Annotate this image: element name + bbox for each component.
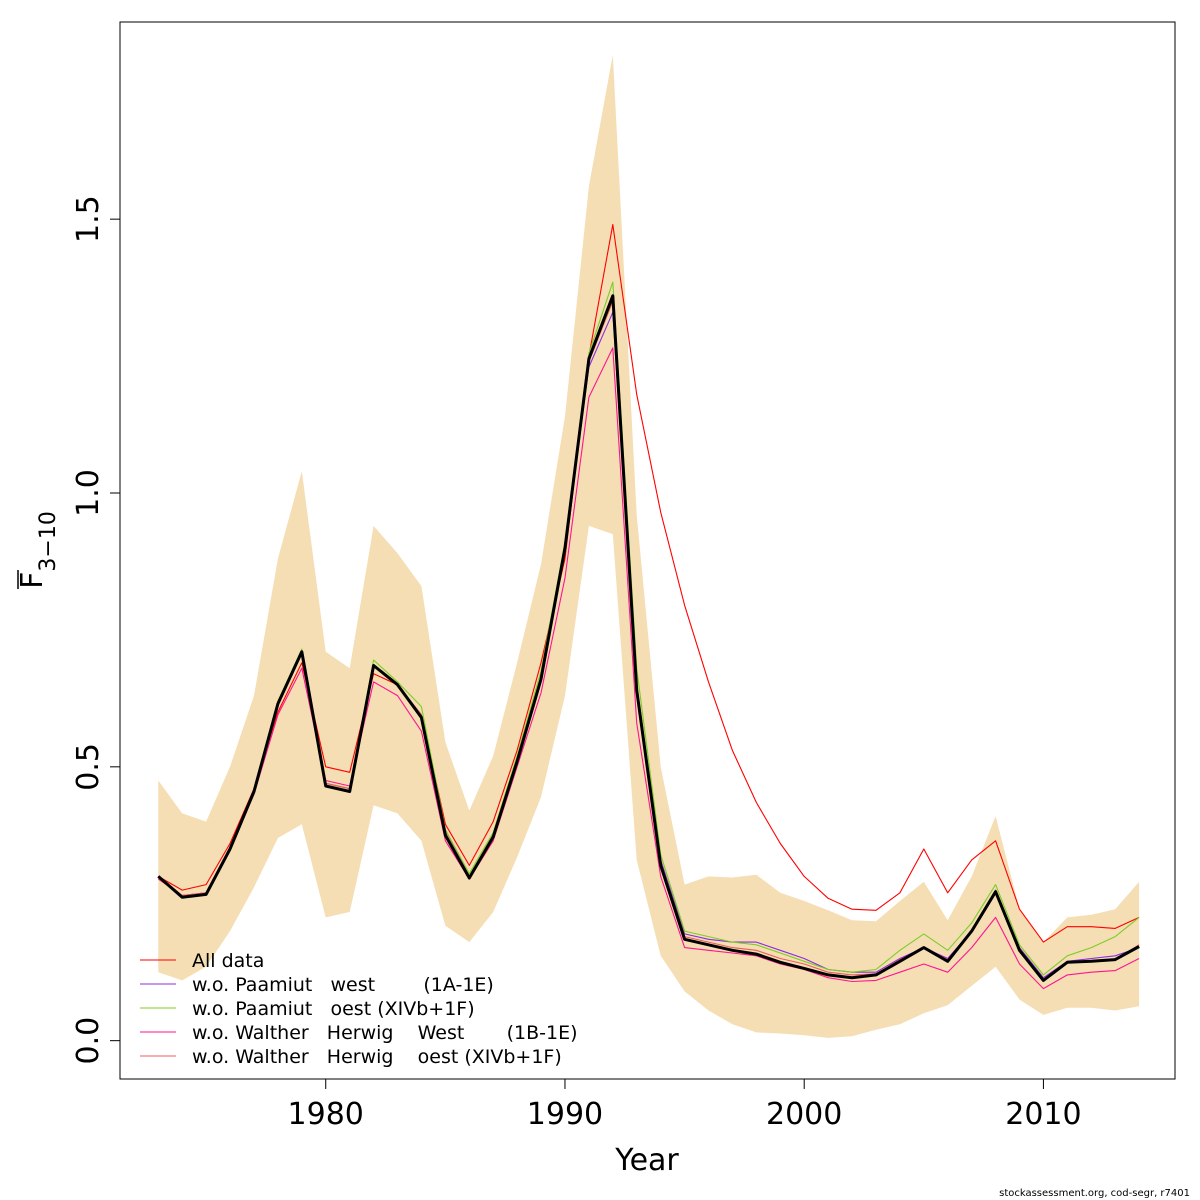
series-layer bbox=[157, 224, 1140, 990]
svg-text:F3−10: F3−10 bbox=[15, 511, 61, 589]
x-tick-label: 2010 bbox=[1005, 1097, 1081, 1132]
y-tick-label: 1.0 bbox=[71, 469, 106, 517]
confidence-band-layer bbox=[158, 54, 1140, 1038]
y-tick-label: 0.5 bbox=[71, 743, 106, 791]
legend-label: w.o. Walther Herwig West (1B-1E) bbox=[192, 1022, 578, 1044]
y-tick-label: 1.5 bbox=[71, 195, 106, 243]
series-line-0 bbox=[158, 224, 1140, 943]
confidence-band bbox=[158, 54, 1140, 1038]
legend-label: w.o. Paamiut west (1A-1E) bbox=[192, 974, 494, 996]
x-tick-label: 1990 bbox=[527, 1097, 603, 1132]
y-axis-title: F3−10 bbox=[15, 511, 61, 589]
x-tick-label: 1980 bbox=[288, 1097, 364, 1132]
series-line-estimate bbox=[157, 294, 1140, 982]
x-axis-title: Year bbox=[614, 1143, 679, 1178]
y-axis-title-sub: 3−10 bbox=[36, 511, 61, 571]
y-axis-title-main: F bbox=[15, 572, 50, 589]
footer-credit: stockassessment.org, cod-segr, r7401 bbox=[999, 1188, 1190, 1199]
legend-label: All data bbox=[192, 950, 264, 972]
x-axis: 1980 1990 2000 2010 bbox=[288, 1079, 1082, 1132]
x-tick-label: 2000 bbox=[766, 1097, 842, 1132]
plot-frame bbox=[119, 21, 1176, 1080]
legend-label: w.o. Walther Herwig oest (XIVb+1F) bbox=[192, 1046, 562, 1068]
y-tick-label: 0.0 bbox=[71, 1017, 106, 1065]
legend-label: w.o. Paamiut oest (XIVb+1F) bbox=[192, 998, 475, 1020]
y-axis: 0.0 0.5 1.0 1.5 bbox=[71, 195, 120, 1065]
